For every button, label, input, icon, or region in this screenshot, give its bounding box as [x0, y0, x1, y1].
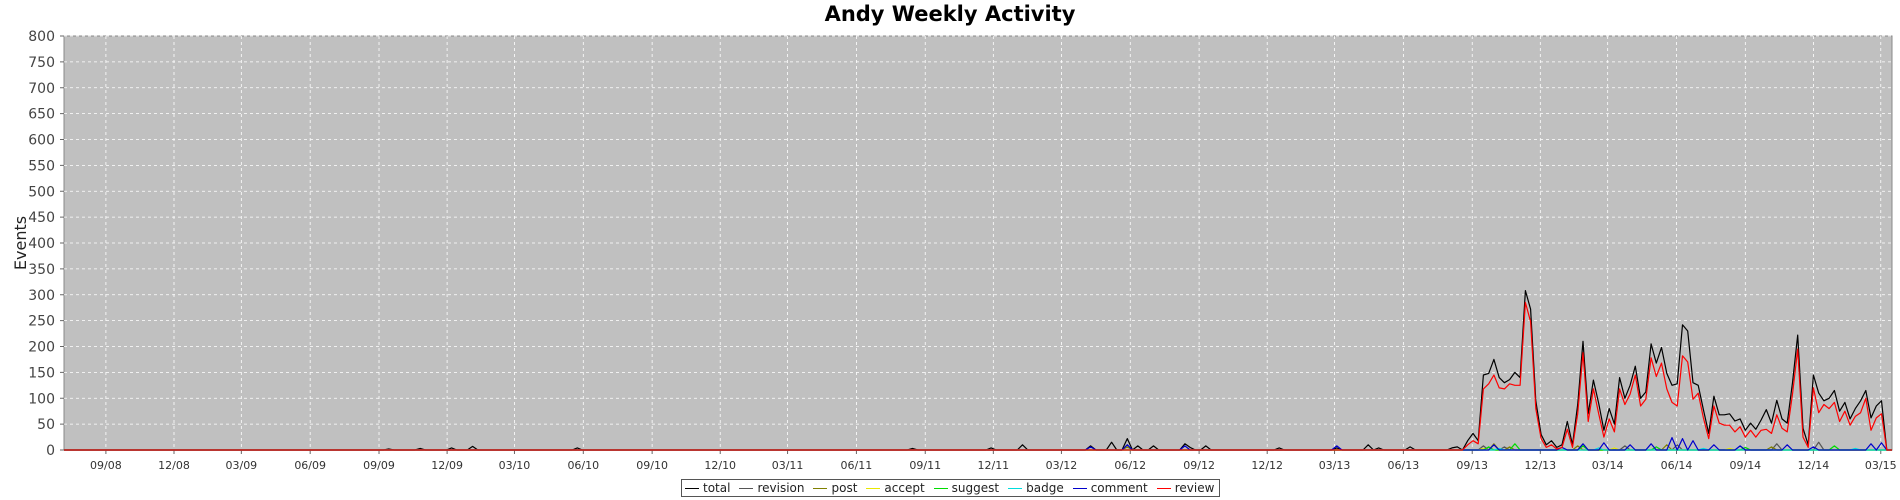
- legend-item-badge: badge: [1008, 481, 1064, 495]
- legend-swatch: [866, 487, 881, 489]
- series-line-review: [64, 301, 1892, 451]
- x-tick-label: 03/15: [1865, 459, 1897, 472]
- x-tick-label: 12/14: [1798, 459, 1830, 472]
- y-tick-label: 200: [28, 340, 55, 356]
- legend-swatch: [1072, 487, 1087, 489]
- x-tick-label: 09/10: [636, 459, 668, 472]
- y-tick-label: 100: [28, 391, 55, 407]
- legend-swatch: [1156, 487, 1171, 489]
- y-tick-label: 650: [28, 107, 55, 123]
- chart-title: Andy Weekly Activity: [824, 2, 1076, 26]
- legend-label: comment: [1090, 481, 1148, 495]
- y-tick-label: 800: [28, 29, 55, 45]
- legend-item-comment: comment: [1072, 481, 1148, 495]
- legend-swatch: [739, 487, 754, 489]
- legend-item-suggest: suggest: [933, 481, 1000, 495]
- legend: total revision post accept suggest badge comme…: [681, 479, 1221, 497]
- legend-label: post: [831, 481, 858, 495]
- x-tick-label: 12/08: [158, 459, 190, 472]
- y-tick-label: 250: [28, 314, 55, 330]
- x-tick-label: 06/09: [294, 459, 326, 472]
- series-lines: [64, 290, 1892, 451]
- y-tick-label: 750: [28, 55, 55, 71]
- y-tick-label: 400: [28, 236, 55, 252]
- x-tick-label: 12/13: [1524, 459, 1556, 472]
- x-tick-label: 03/11: [772, 459, 804, 472]
- legend-swatch: [1008, 487, 1023, 489]
- y-axis-label: Events: [11, 216, 30, 270]
- legend-label: revision: [757, 481, 805, 495]
- x-tick-label: 12/11: [977, 459, 1009, 472]
- x-tick-label: 09/13: [1456, 459, 1488, 472]
- x-tick-label: 06/14: [1661, 459, 1693, 472]
- x-tick-label: 09/12: [1183, 459, 1215, 472]
- x-tick-label: 03/14: [1592, 459, 1624, 472]
- legend-label: suggest: [951, 481, 1000, 495]
- legend-item-review: review: [1156, 481, 1215, 495]
- legend-swatch: [685, 487, 699, 489]
- legend-item-revision: revision: [739, 481, 804, 495]
- legend-swatch: [813, 487, 828, 489]
- x-tick-label: 06/12: [1114, 459, 1146, 472]
- x-tick-label: 09/08: [90, 459, 122, 472]
- x-tick-label: 06/13: [1388, 459, 1420, 472]
- x-tick-label: 03/10: [499, 459, 531, 472]
- x-tick-label: 06/10: [567, 459, 599, 472]
- x-tick-label: 12/09: [431, 459, 463, 472]
- x-tick-label: 12/12: [1251, 459, 1283, 472]
- y-tick-label: 50: [37, 417, 55, 433]
- y-tick-label: 150: [28, 365, 55, 381]
- x-axis: 09/08 12/08 03/09 06/09 09/09 12/09 03/10 06/10…: [90, 450, 1897, 472]
- y-tick-label: 300: [28, 288, 55, 304]
- x-tick-label: 03/13: [1319, 459, 1351, 472]
- y-tick-label: 500: [28, 184, 55, 200]
- x-tick-label: 09/14: [1729, 459, 1761, 472]
- legend-item-post: post: [813, 481, 857, 495]
- legend-swatch: [933, 487, 948, 489]
- legend-item-accept: accept: [866, 481, 925, 495]
- legend-item-total: total: [685, 481, 730, 495]
- y-tick-label: 550: [28, 158, 55, 174]
- y-tick-label: 600: [28, 133, 55, 149]
- x-tick-label: 03/09: [225, 459, 257, 472]
- legend-label: badge: [1026, 481, 1064, 495]
- legend-label: accept: [884, 481, 925, 495]
- y-tick-label: 350: [28, 262, 55, 278]
- legend-label: total: [703, 481, 731, 495]
- x-tick-label: 03/12: [1046, 459, 1078, 472]
- y-tick-label: 700: [28, 81, 55, 97]
- y-axis: 0 50 100 150 200 250 300 350 400 450 500 550 600 650 7…: [28, 29, 64, 459]
- x-tick-label: 09/11: [909, 459, 941, 472]
- x-tick-label: 06/11: [841, 459, 873, 472]
- x-tick-label: 09/09: [363, 459, 395, 472]
- legend-label: review: [1174, 481, 1215, 495]
- y-tick-label: 0: [46, 443, 55, 459]
- y-tick-label: 450: [28, 210, 55, 226]
- x-tick-label: 12/10: [704, 459, 736, 472]
